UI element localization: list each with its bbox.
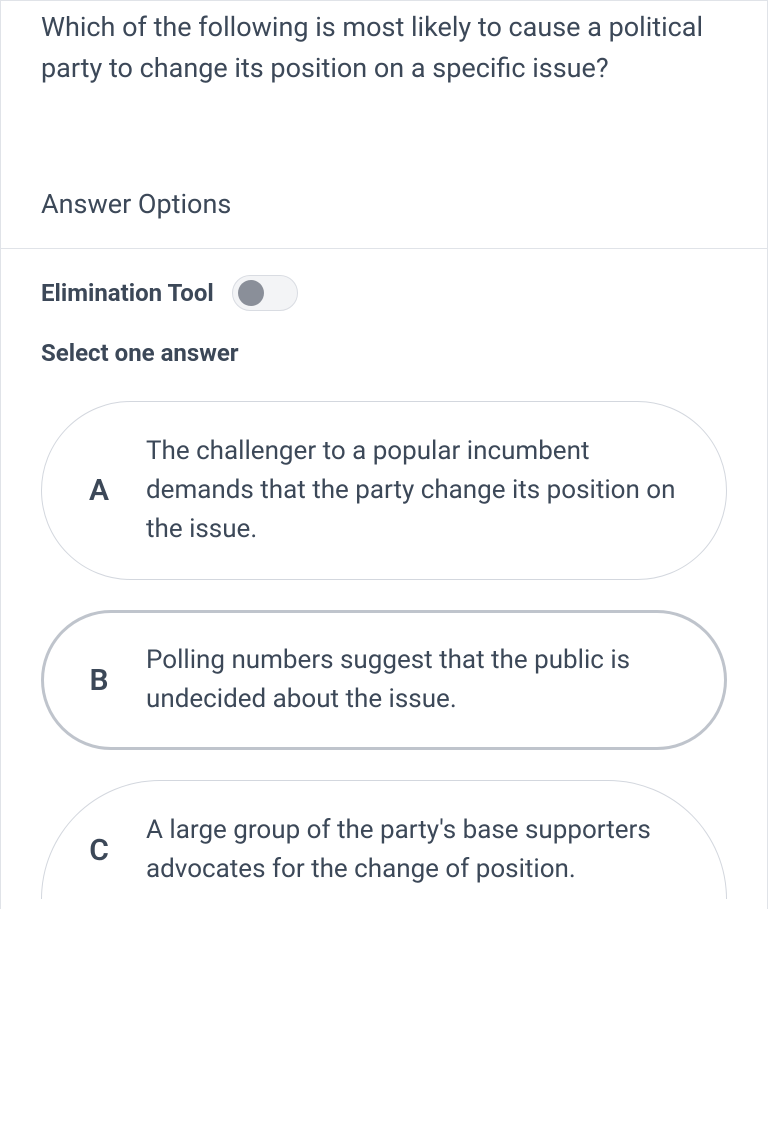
elimination-tool-toggle[interactable] [232,275,298,311]
option-text: The challenger to a popular incumbent de… [146,432,686,549]
option-letter: C [70,833,128,868]
option-letter: A [70,473,128,508]
elimination-tool-label: Elimination Tool [41,279,214,307]
option-letter: B [70,663,128,698]
tools-section: Elimination Tool Select one answer [1,249,767,367]
answer-options-header: Answer Options [1,168,767,249]
question-text: Which of the following is most likely to… [1,1,767,168]
quiz-card: Which of the following is most likely to… [0,0,768,909]
option-b[interactable]: B Polling numbers suggest that the publi… [41,610,727,750]
option-text: A large group of the party's base suppor… [146,811,686,889]
options-list: A The challenger to a popular incumbent … [1,401,767,909]
toggle-knob [238,280,264,306]
option-a[interactable]: A The challenger to a popular incumbent … [41,401,727,580]
elimination-tool-row: Elimination Tool [41,275,727,311]
option-c[interactable]: C A large group of the party's base supp… [41,780,727,899]
option-text: Polling numbers suggest that the public … [146,641,686,719]
select-instruction: Select one answer [41,339,727,367]
